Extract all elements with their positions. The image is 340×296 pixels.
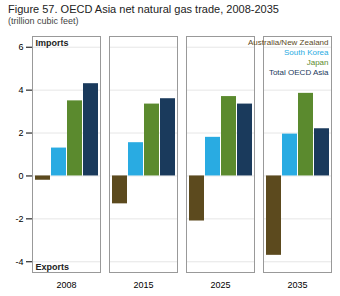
svg-text:2008: 2008 <box>56 280 76 290</box>
svg-text:Australia/New Zealand: Australia/New Zealand <box>248 38 328 47</box>
svg-text:-4: -4 <box>15 257 23 267</box>
html-text:Figure 57. OECD Asia net natur: Figure 57. OECD Asia net natural gas tra… <box>8 3 279 15</box>
svg-text:Total OECD Asia: Total OECD Asia <box>269 68 329 77</box>
svg-text:2025: 2025 <box>210 280 230 290</box>
svg-text:Imports: Imports <box>36 38 69 48</box>
svg-text:2035: 2035 <box>287 280 307 290</box>
svg-text:0: 0 <box>18 171 23 181</box>
svg-text:4: 4 <box>18 85 23 95</box>
svg-text:2: 2 <box>18 128 23 138</box>
svg-text:6: 6 <box>18 42 23 52</box>
svg-text:-2: -2 <box>15 214 23 224</box>
svg-text:Exports: Exports <box>36 262 70 272</box>
svg-text:Japan: Japan <box>307 58 329 67</box>
html-text:(trillion cubic feet): (trillion cubic feet) <box>8 16 79 26</box>
svg-text:South Korea: South Korea <box>284 48 329 57</box>
svg-text:2015: 2015 <box>133 280 153 290</box>
